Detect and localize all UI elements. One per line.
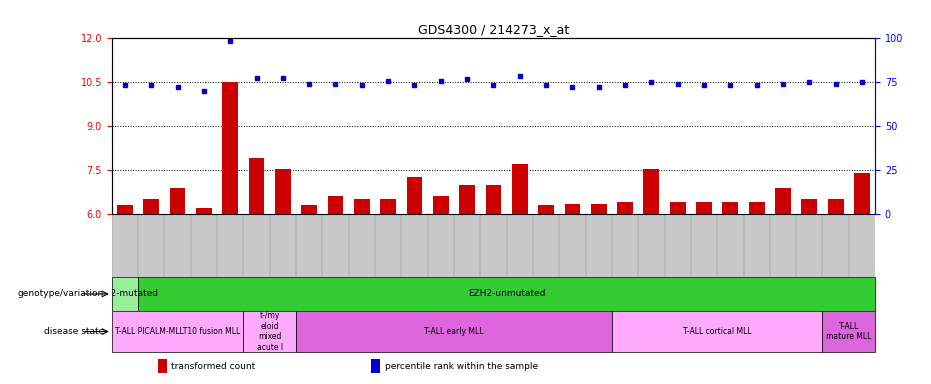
Bar (433, 197, 449, 214)
Text: transformed count: transformed count (171, 362, 255, 371)
Bar (822, 311, 875, 352)
Text: T-ALL early MLL: T-ALL early MLL (425, 327, 484, 336)
Bar (512, 164, 528, 214)
Bar (564, 204, 580, 214)
Bar (380, 199, 396, 214)
Text: T-ALL cortical MLL: T-ALL cortical MLL (682, 327, 751, 336)
Bar (459, 185, 475, 214)
Bar (669, 202, 685, 214)
Bar (249, 158, 264, 214)
Text: T-ALL PICALM-MLLT10 fusion MLL: T-ALL PICALM-MLLT10 fusion MLL (115, 327, 240, 336)
Text: percentile rank within the sample: percentile rank within the sample (385, 362, 538, 371)
Bar (486, 185, 501, 214)
Bar (196, 208, 211, 214)
Bar (407, 177, 423, 214)
Text: EZH2-unmutated: EZH2-unmutated (468, 290, 546, 298)
Text: genotype/variation: genotype/variation (18, 290, 104, 298)
Bar (112, 311, 243, 352)
Bar (776, 188, 791, 214)
Bar (157, 359, 167, 373)
Bar (722, 202, 738, 214)
Bar (243, 311, 296, 352)
Bar (612, 311, 822, 352)
Bar (223, 82, 238, 214)
Bar (749, 202, 764, 214)
Bar (802, 199, 817, 214)
Bar (371, 359, 381, 373)
Text: disease state: disease state (44, 327, 104, 336)
Bar (591, 204, 607, 214)
Bar (112, 277, 138, 311)
Bar (296, 311, 612, 352)
Bar (643, 169, 659, 214)
Text: T-ALL
mature MLL: T-ALL mature MLL (826, 322, 871, 341)
Bar (538, 205, 554, 214)
Bar (169, 188, 185, 214)
Bar (143, 199, 159, 214)
Bar (302, 205, 317, 214)
Bar (617, 202, 633, 214)
Bar (696, 202, 712, 214)
Bar (828, 199, 843, 214)
Bar (275, 169, 290, 214)
Bar (854, 173, 870, 214)
Bar (328, 197, 344, 214)
Text: t-/my
eloid
mixed
acute l: t-/my eloid mixed acute l (257, 311, 283, 352)
Bar (117, 205, 133, 214)
Title: GDS4300 / 214273_x_at: GDS4300 / 214273_x_at (418, 23, 569, 36)
Bar (354, 199, 370, 214)
Text: EZH2-mutated: EZH2-mutated (92, 290, 158, 298)
